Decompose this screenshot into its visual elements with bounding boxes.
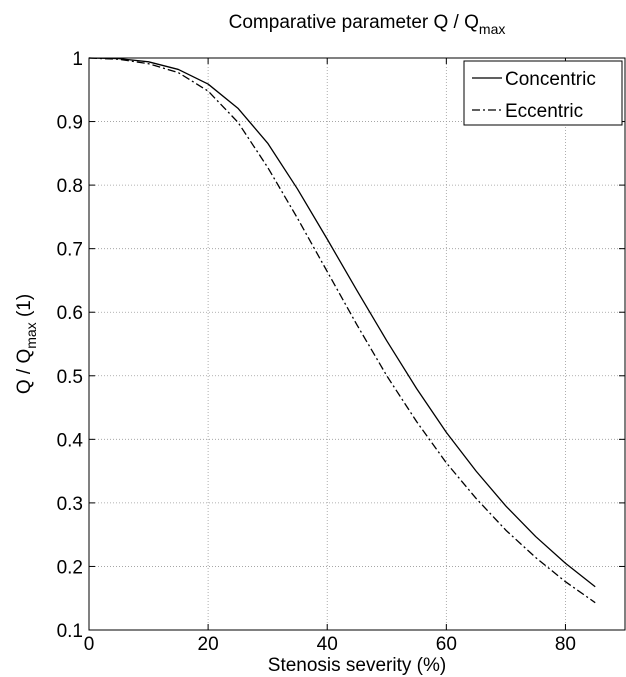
grid-lines — [89, 58, 625, 630]
x-tick-label: 20 — [198, 634, 219, 655]
y-tick-label: 0.8 — [57, 176, 83, 197]
y-axis-label: Q / Qmax (1) — [14, 294, 39, 394]
plot-frame — [88, 57, 626, 631]
x-axis-label: Stenosis severity (%) — [268, 655, 446, 676]
y-tick-label: 0.7 — [57, 240, 83, 261]
chart-title-subscript: max — [479, 21, 505, 37]
y-tick-label: 0.2 — [57, 557, 83, 578]
x-tick-label: 60 — [436, 634, 457, 655]
axis-ticks: 0 20 40 60 80 0.1 0.2 0.3 0.4 0.5 0.6 0.7 0.8 0.9 1 — [57, 49, 625, 655]
series-lines — [88, 57, 596, 604]
y-tick-label: 0.3 — [57, 494, 83, 515]
legend: Concentric Eccentric — [463, 60, 623, 126]
chart-title: Comparative parameter Q / Qmax — [229, 12, 506, 37]
y-axis-label-main: Q / Q — [14, 349, 35, 394]
y-axis-label-subscript: max — [23, 322, 39, 348]
legend-box — [463, 60, 623, 126]
legend-label-concentric: Concentric — [505, 69, 596, 90]
y-tick-label: 0.4 — [57, 430, 84, 451]
y-tick-label: 0.6 — [57, 303, 83, 324]
y-tick-label: 0.5 — [57, 367, 83, 388]
legend-label-eccentric: Eccentric — [505, 101, 583, 122]
y-axis-label-unit: (1) — [14, 294, 35, 323]
plot-area — [89, 58, 625, 630]
x-tick-label: 0 — [84, 634, 95, 655]
y-tick-label: 0.1 — [57, 621, 83, 642]
y-tick-label: 1 — [72, 49, 83, 70]
y-tick-label: 0.9 — [57, 113, 83, 134]
x-tick-label: 80 — [555, 634, 576, 655]
series-line-eccentric — [88, 57, 596, 604]
series-line-concentric — [88, 57, 596, 588]
x-tick-label: 40 — [317, 634, 338, 655]
chart-title-main: Comparative parameter Q / Q — [229, 12, 479, 33]
